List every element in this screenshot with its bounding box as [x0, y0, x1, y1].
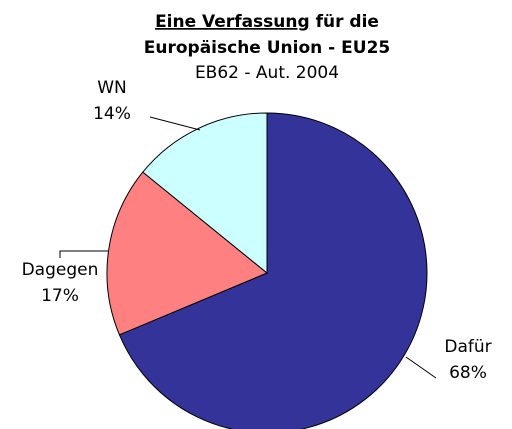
chart-title: Europäische Union - EU25 — [144, 38, 390, 58]
leader-line — [405, 356, 437, 379]
leader-line — [149, 116, 201, 131]
slice-label: WN — [97, 78, 127, 98]
pie-slice — [142, 112, 268, 275]
slice-value-label: 17% — [41, 286, 79, 306]
leader-line — [59, 250, 108, 258]
slice-value-label: 14% — [93, 104, 131, 124]
chart-subtitle: EB62 - Aut. 2004 — [195, 63, 339, 83]
chart-title: Eine Verfassung für die — [155, 12, 379, 32]
slice-value-label: 68% — [449, 363, 487, 383]
pie-slice — [106, 171, 268, 336]
title-part: Eine Verfassung — [155, 12, 310, 32]
slice-label: Dagegen — [22, 260, 99, 280]
pie — [106, 112, 428, 429]
pie-slice — [118, 112, 428, 429]
slice-label: Dafür — [444, 337, 491, 357]
title-part: für die — [310, 12, 379, 32]
